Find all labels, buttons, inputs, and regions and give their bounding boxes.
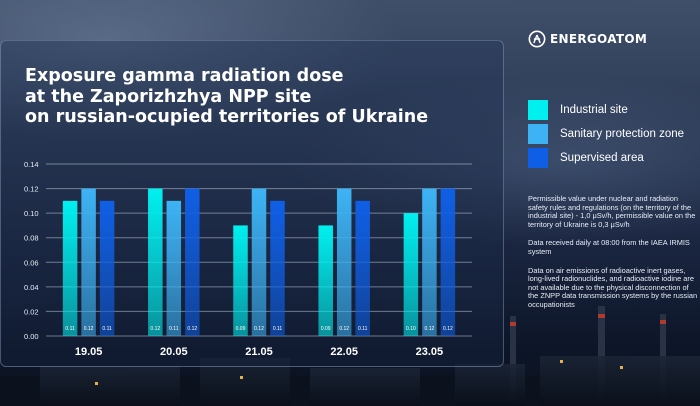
y-tick-label: 0.06 xyxy=(24,258,39,267)
bar xyxy=(440,188,456,336)
note-line: industrial site) - 1,0 μSv/h, permissibl… xyxy=(528,211,696,221)
note-emissions-unavailable: Data on air emissions of radioactive ine… xyxy=(528,265,700,310)
bar xyxy=(270,200,285,336)
chart-title: Exposure gamma radiation dose at the Zap… xyxy=(25,66,495,128)
x-tick-label: 23.05 xyxy=(416,346,444,358)
legend-swatch xyxy=(528,148,548,168)
bar xyxy=(422,188,437,336)
notes-block: Permissible value under nuclear and radi… xyxy=(528,195,700,310)
bar-value-label: 0.12 xyxy=(254,326,264,332)
note-line: Data received daily at 08:00 from the IA… xyxy=(528,238,690,248)
brand-name: ENERGOATOM xyxy=(550,32,648,46)
brand-logo: ENERGOATOM xyxy=(528,29,647,49)
x-tick-label: 19.05 xyxy=(75,346,103,358)
bar xyxy=(355,200,370,336)
bar xyxy=(148,188,163,336)
y-tick-label: 0.14 xyxy=(24,160,39,169)
bar-value-label: 0.09 xyxy=(236,326,246,332)
bar-value-label: 0.11 xyxy=(102,326,112,332)
note-line: the ZNPP data transmission systems by th… xyxy=(528,291,698,301)
note-line: long-lived radionuclides, and radioactiv… xyxy=(528,274,694,284)
note-line: occupationists xyxy=(528,299,575,309)
legend-swatch xyxy=(528,124,548,144)
note-line: territory of Ukraine is 0,3 μSv/h xyxy=(528,219,630,229)
bar xyxy=(318,225,333,336)
bar-value-label: 0.12 xyxy=(339,326,349,332)
bar xyxy=(185,188,200,336)
title-line: at the Zaporizhzhya NPP site xyxy=(25,86,312,107)
note-line: safety rules and regulations (on the ter… xyxy=(528,202,692,212)
legend-item-sanitary-protection-zone: Sanitary protection zone xyxy=(528,124,684,144)
bar-value-label: 0.11 xyxy=(169,326,179,332)
bar xyxy=(403,213,419,336)
note-line: Data on air emissions of radioactive ine… xyxy=(528,265,686,275)
bar-chart: 0.00 0.02 0.04 0.06 0.08 0.10 0.12 0.14 0.11 0.12… xyxy=(24,160,472,358)
note-permissible-values: Permissible value under nuclear and radi… xyxy=(528,195,700,229)
bar xyxy=(62,200,78,336)
y-tick-label: 0.02 xyxy=(24,307,39,316)
bar xyxy=(251,188,267,336)
bar-value-label: 0.11 xyxy=(358,326,368,332)
bar-value-label: 0.12 xyxy=(425,326,435,332)
note-line: not available due to the physical discon… xyxy=(528,282,689,292)
bar-value-label: 0.12 xyxy=(84,326,94,332)
legend-label: Sanitary protection zone xyxy=(560,128,685,140)
energoatom-logo-icon xyxy=(528,30,546,48)
note-line: system xyxy=(528,246,552,256)
legend-label: Supervised area xyxy=(560,152,644,164)
bar-value-label: 0.09 xyxy=(321,326,331,332)
bar xyxy=(81,188,96,336)
bar xyxy=(336,188,352,336)
legend-swatch xyxy=(528,100,548,120)
y-tick-label: 0.10 xyxy=(24,209,39,218)
bar xyxy=(166,200,182,336)
bar xyxy=(233,225,248,336)
title-line: Exposure gamma radiation dose xyxy=(25,66,344,86)
y-tick-label: 0.08 xyxy=(24,234,39,243)
bar-value-label: 0.11 xyxy=(65,326,75,332)
x-tick-label: 22.05 xyxy=(330,346,358,358)
bar-value-label: 0.12 xyxy=(443,326,453,332)
y-tick-label: 0.04 xyxy=(24,283,39,292)
y-tick-label: 0.12 xyxy=(24,185,39,194)
legend-item-supervised-area: Supervised area xyxy=(528,148,644,168)
x-tick-label: 21.05 xyxy=(245,346,273,358)
title-line: on russian-ocupied territories of Ukrain… xyxy=(25,107,429,127)
legend-label: Industrial site xyxy=(560,104,628,116)
bar-value-label: 0.12 xyxy=(150,326,160,332)
legend-item-industrial-site: Industrial site xyxy=(528,100,628,120)
y-tick-label: 0.00 xyxy=(24,332,39,341)
bar-value-label: 0.10 xyxy=(406,326,416,332)
bar-value-label: 0.11 xyxy=(273,326,283,332)
bar-value-label: 0.12 xyxy=(187,326,197,332)
x-tick-label: 20.05 xyxy=(160,346,188,358)
note-line: Permissible value under nuclear and radi… xyxy=(528,195,678,203)
bar xyxy=(99,200,115,336)
note-data-source: Data received daily at 08:00 from the IA… xyxy=(528,239,700,256)
